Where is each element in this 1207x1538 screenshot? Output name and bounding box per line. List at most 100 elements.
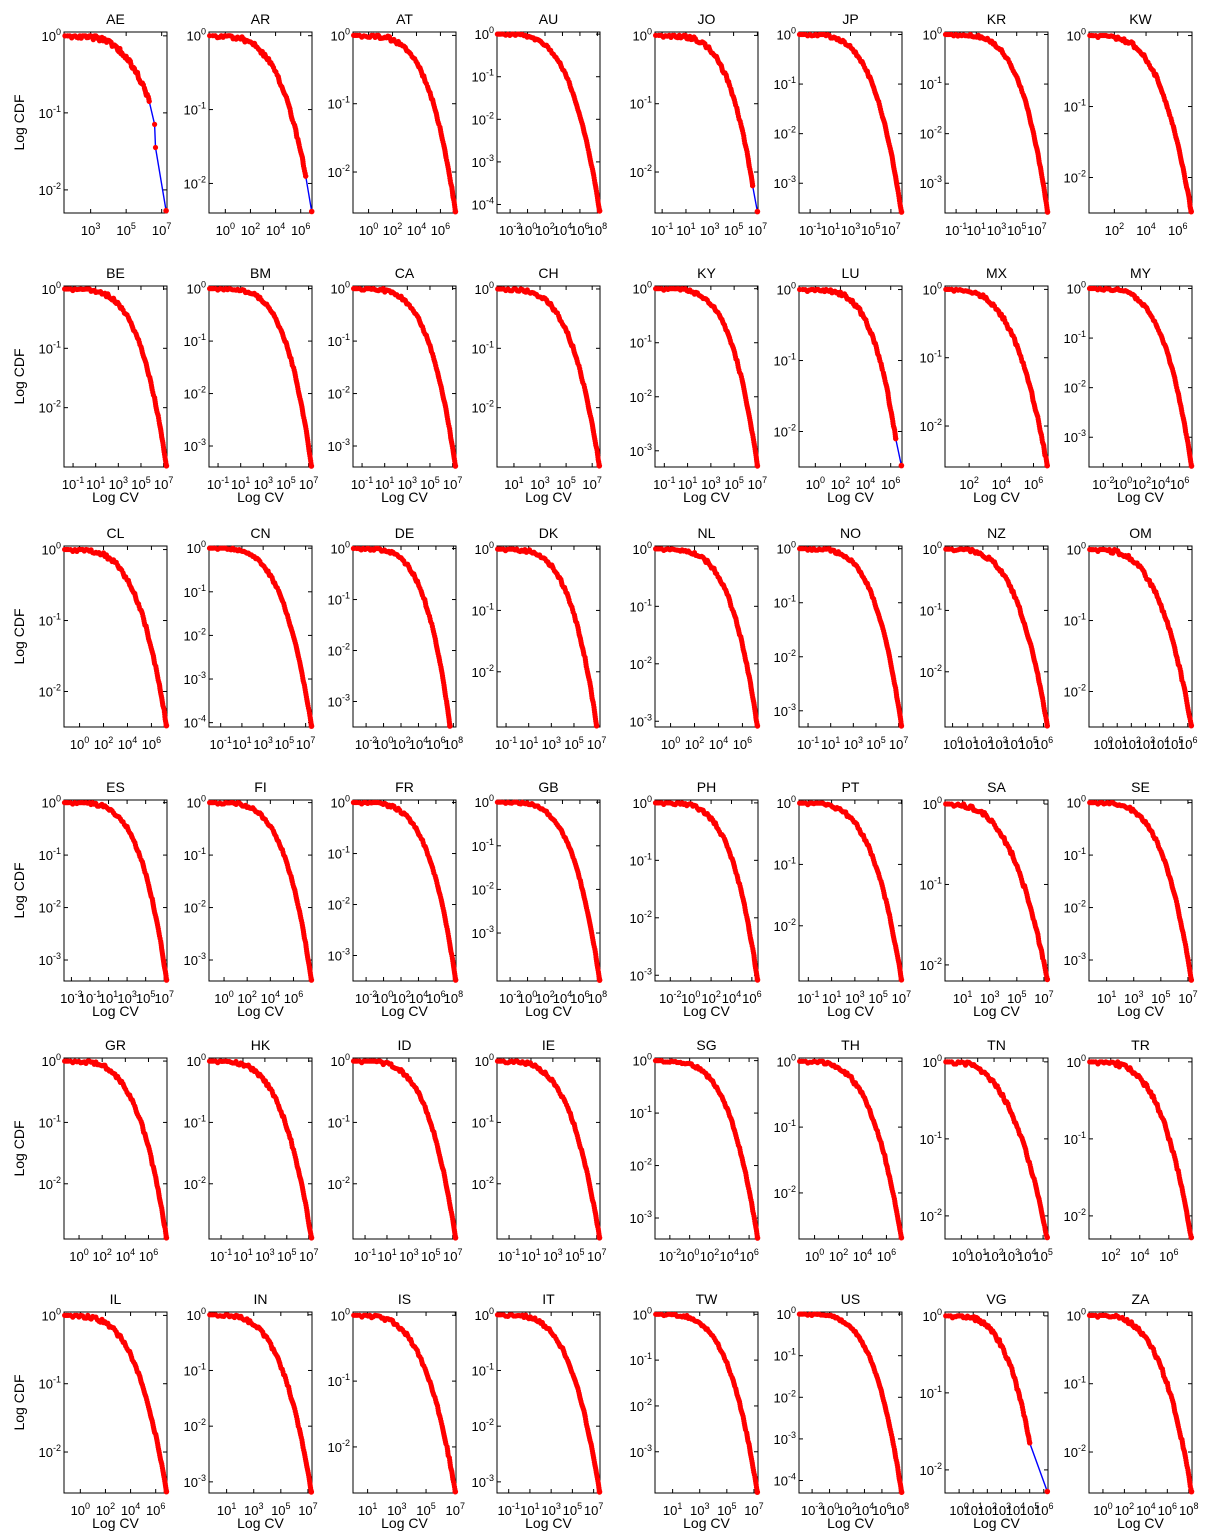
cdf-marker (1044, 462, 1050, 469)
y-tick-label: 10-1 (774, 75, 796, 92)
x-tick-label: 103 (399, 1247, 418, 1264)
x-tick-label: 103 (253, 735, 272, 752)
y-tick-label: 10-1 (328, 591, 350, 608)
x-tick-label: 100 (214, 989, 233, 1006)
y-tick-label: 10-2 (630, 388, 652, 405)
x-tick-label: 106 (291, 221, 310, 238)
x-tick-label: 107 (748, 221, 767, 238)
x-tick-label: 102 (383, 221, 402, 238)
subplot-title: MX (986, 265, 1008, 281)
plot-frame (496, 285, 601, 468)
cdf-marker (596, 208, 603, 214)
x-tick-label: 10-1 (945, 221, 967, 238)
y-tick-label: 10-1 (920, 875, 942, 892)
y-tick-label: 100 (42, 541, 61, 558)
x-tick-label: 106 (1170, 475, 1189, 492)
y-tick-label: 100 (923, 795, 942, 812)
cdf-marker (593, 723, 600, 729)
subplot-title: DK (539, 525, 559, 541)
x-tick-label: 100 (806, 475, 825, 492)
cdf-marker (163, 722, 170, 729)
y-tick-label: 100 (187, 794, 206, 811)
x-tick-label: 10-2 (1092, 475, 1114, 492)
x-tick-label: 104 (1136, 221, 1155, 238)
x-tick-label: 104 (266, 221, 285, 238)
x-tick-label: 101 (953, 989, 972, 1006)
plot-frame (1088, 545, 1193, 728)
x-tick-label: 107 (748, 475, 767, 492)
y-tick-label: 100 (777, 540, 796, 557)
x-tick-label: 108 (444, 989, 463, 1006)
x-tick-label: 107 (296, 735, 315, 752)
y-tick-label: 10-2 (39, 181, 61, 198)
plot-frame (352, 285, 457, 468)
x-axis-label: Log CV (973, 489, 1020, 505)
x-tick-label: 104 (118, 735, 137, 752)
cdf-marker (893, 436, 899, 442)
subplot-title: JO (698, 11, 716, 27)
y-axis-label: Log CDF (11, 862, 27, 918)
y-tick-label: 10-2 (1064, 899, 1086, 916)
x-tick-label: 10-1 (651, 221, 673, 238)
x-tick-label: 103 (255, 1247, 274, 1264)
x-tick-label: 10-1 (209, 735, 231, 752)
y-tick-label: 10-1 (184, 101, 206, 118)
x-tick-label: 102 (241, 221, 260, 238)
cdf-marker (303, 173, 309, 179)
x-tick-label: 106 (881, 475, 900, 492)
x-tick-label: 107 (154, 989, 173, 1006)
y-tick-label: 100 (187, 27, 206, 44)
cdf-marker (152, 121, 158, 127)
y-axis-label: Log CDF (11, 1120, 27, 1176)
y-tick-label: 100 (475, 540, 494, 557)
plot-frame (654, 285, 759, 468)
x-axis-label: Log CV (1117, 489, 1164, 505)
y-tick-label: 10-3 (630, 966, 652, 983)
y-tick-label: 10-2 (472, 110, 494, 127)
plot-frame (496, 545, 601, 728)
y-tick-label: 10-2 (328, 163, 350, 180)
y-tick-label: 10-2 (774, 125, 796, 142)
y-tick-label: 10-1 (39, 104, 61, 121)
y-tick-label: 10-1 (328, 845, 350, 862)
x-tick-label: 10-1 (210, 1247, 232, 1264)
cdf-marker (754, 208, 761, 215)
y-tick-label: 10-2 (328, 385, 350, 402)
x-axis-label: Log CV (1117, 1003, 1164, 1019)
y-tick-label: 10-3 (184, 437, 206, 454)
x-tick-label: 106 (139, 1247, 158, 1264)
x-tick-label: 105 (277, 1247, 296, 1264)
y-tick-label: 100 (475, 280, 494, 297)
subplot-title: MY (1130, 265, 1152, 281)
x-tick-label: 107 (587, 735, 606, 752)
cdf-marker (163, 1235, 170, 1241)
plot-frame (654, 31, 759, 214)
y-tick-label: 10-3 (630, 442, 652, 459)
x-tick-label: 10-1 (207, 475, 229, 492)
y-tick-label: 10-3 (630, 712, 652, 729)
x-tick-label: 10-1 (354, 1247, 376, 1264)
y-tick-label: 10-2 (920, 956, 942, 973)
y-tick-label: 10-1 (184, 583, 206, 600)
y-tick-label: 100 (475, 793, 494, 810)
y-tick-label: 100 (475, 25, 494, 42)
subplot-title: SE (1131, 779, 1150, 795)
x-tick-label: 107 (443, 1247, 462, 1264)
cdf-marker (146, 98, 152, 104)
subplot-title: BE (106, 265, 125, 281)
subplot-at: AT 100 10-1 10-2 100 102 104 106 (328, 11, 459, 238)
x-tick-label: 100 (216, 221, 235, 238)
y-tick-label: 100 (187, 1052, 206, 1069)
y-tick-label: 10-1 (1064, 329, 1086, 346)
y-tick-label: 10-2 (39, 899, 61, 916)
x-tick-label: 10-1 (653, 475, 675, 492)
